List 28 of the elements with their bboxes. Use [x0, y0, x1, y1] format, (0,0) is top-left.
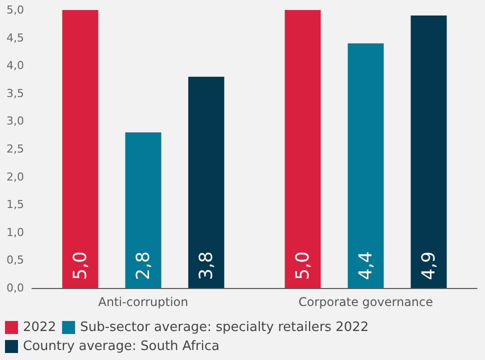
legend-label: 2022: [23, 320, 56, 335]
x-tick-label: Anti-corruption: [98, 295, 188, 309]
bar: [62, 10, 98, 288]
bar: [125, 132, 162, 288]
y-tick-label: 1,5: [6, 198, 24, 212]
legend-label: Sub-sector average: specialty retailers 2022: [80, 320, 369, 335]
y-tick-label: 1,0: [6, 226, 24, 239]
y-tick-label: 3,5: [6, 86, 24, 100]
y-tick-label: 0,5: [6, 254, 24, 267]
legend-label: Country average: South Africa: [23, 339, 220, 354]
y-tick-label: 0,0: [6, 282, 24, 294]
data-label: 3,8: [196, 251, 217, 280]
data-label: 4,9: [418, 251, 440, 280]
data-label: 5,0: [292, 251, 314, 280]
x-tick-label: Corporate governance: [298, 295, 434, 309]
data-label: 2,8: [132, 251, 154, 280]
data-label: 5,0: [70, 251, 91, 280]
bar: [284, 10, 321, 288]
y-tick-label: 4,0: [6, 59, 24, 72]
bar: [188, 76, 224, 288]
y-tick-label: 2,5: [6, 142, 24, 156]
bar: [410, 16, 447, 288]
y-tick-label: 4,5: [6, 31, 24, 44]
bar: [348, 43, 384, 288]
y-tick-label: 2,0: [6, 170, 24, 184]
data-label: 4,4: [355, 251, 376, 280]
y-tick-label: 3,0: [6, 114, 24, 128]
y-tick-label: 5,0: [6, 4, 24, 16]
